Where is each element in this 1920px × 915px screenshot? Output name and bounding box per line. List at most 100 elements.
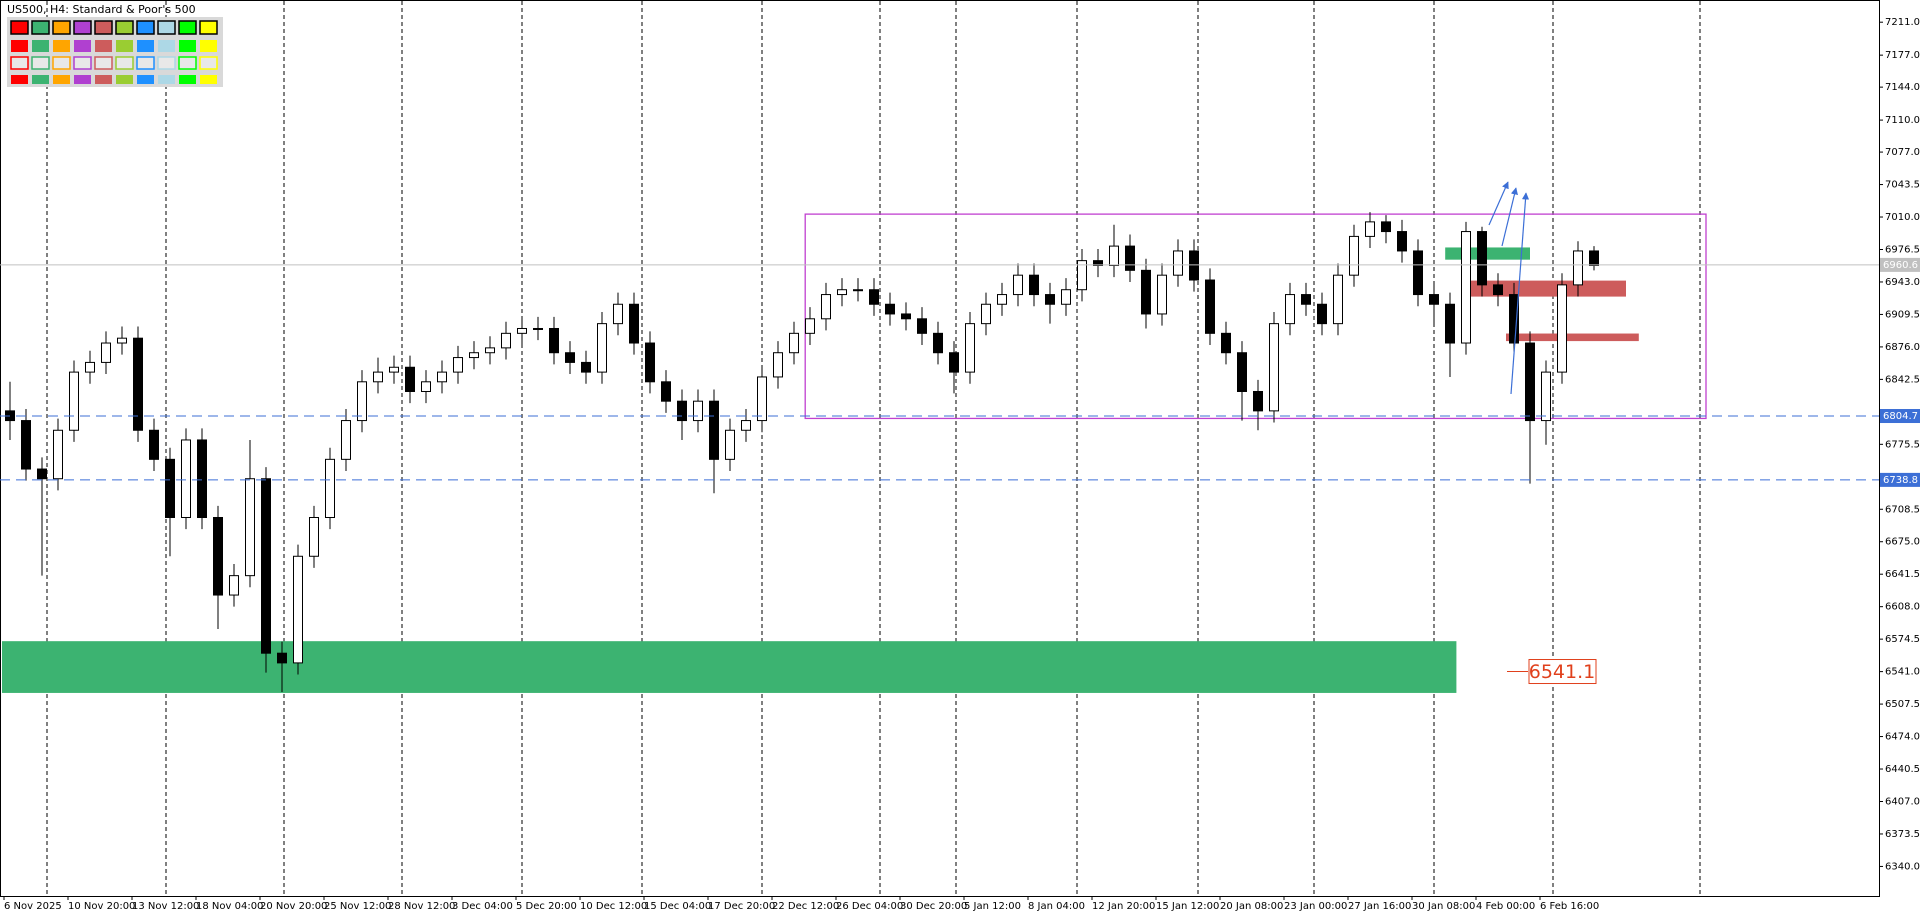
y-tick-label: 6407.0	[1885, 796, 1920, 807]
candle-body	[1557, 284, 1567, 373]
palette-swatch[interactable]	[200, 75, 217, 84]
palette-swatch[interactable]	[32, 40, 49, 52]
x-tick-label: 6 Feb 16:00	[1540, 901, 1599, 912]
y-tick-label: 6373.5	[1885, 829, 1920, 840]
candle-body	[1509, 294, 1519, 344]
candle-body	[293, 555, 303, 664]
candle-body	[469, 352, 479, 359]
palette-swatch[interactable]	[136, 20, 155, 35]
candle-body	[805, 318, 815, 334]
palette-swatch[interactable]	[199, 20, 218, 35]
candle-body	[501, 332, 511, 349]
candle-body	[773, 352, 783, 378]
candle-body	[517, 327, 527, 334]
x-tick-label: 5 Jan 12:00	[964, 901, 1021, 912]
candle-body	[1525, 342, 1535, 422]
palette-swatch[interactable]	[199, 56, 218, 70]
candle-body	[1253, 390, 1263, 412]
palette-swatch[interactable]	[137, 40, 154, 52]
palette-swatch[interactable]	[136, 56, 155, 70]
candle-body	[1013, 274, 1023, 296]
candle-body	[1205, 279, 1215, 334]
price-tag	[1880, 472, 1920, 487]
palette-swatch[interactable]	[95, 40, 112, 52]
candle-body	[533, 327, 543, 330]
x-tick-label: 26 Dec 04:00	[836, 901, 903, 912]
candle-body	[1157, 274, 1167, 315]
palette-swatch[interactable]	[74, 40, 91, 52]
candle-body	[1077, 260, 1087, 291]
palette-swatch[interactable]	[94, 56, 113, 70]
palette-swatch[interactable]	[11, 75, 28, 84]
candle-body	[1461, 231, 1471, 344]
palette-swatch[interactable]	[52, 20, 71, 35]
x-tick-label: 22 Dec 12:00	[772, 901, 839, 912]
chart-title: US500, H4: Standard & Poor's 500	[7, 3, 196, 16]
palette-swatch[interactable]	[74, 75, 91, 84]
palette-swatch[interactable]	[178, 20, 197, 35]
color-palette	[7, 17, 223, 87]
palette-swatch[interactable]	[31, 56, 50, 70]
candle-body	[101, 342, 111, 363]
candle-body	[1173, 250, 1183, 276]
candle-body	[1141, 269, 1151, 315]
palette-swatch[interactable]	[200, 40, 217, 52]
palette-swatch[interactable]	[115, 56, 134, 70]
y-tick-label: 6976.5	[1885, 244, 1920, 255]
candle-body	[917, 318, 927, 334]
palette-swatch[interactable]	[11, 40, 28, 52]
candle-body	[229, 575, 239, 596]
palette-swatch[interactable]	[179, 40, 196, 52]
x-tick-label: 20 Nov 20:00	[260, 901, 327, 912]
candle-body	[981, 303, 991, 325]
palette-swatch[interactable]	[31, 20, 50, 35]
candle-body	[389, 366, 399, 373]
candle-body	[709, 400, 719, 460]
x-tick-label: 30 Jan 08:00	[1412, 901, 1475, 912]
y-tick-label: 6340.0	[1885, 861, 1920, 872]
palette-swatch[interactable]	[115, 20, 134, 35]
palette-swatch[interactable]	[158, 40, 175, 52]
palette-swatch[interactable]	[73, 56, 92, 70]
x-tick-label: 13 Nov 12:00	[132, 901, 199, 912]
palette-swatch[interactable]	[116, 40, 133, 52]
y-tick-label: 7010.0	[1885, 212, 1920, 223]
palette-swatch[interactable]	[178, 56, 197, 70]
palette-swatch[interactable]	[10, 56, 29, 70]
palette-swatch[interactable]	[94, 20, 113, 35]
y-tick-label: 7110.0	[1885, 115, 1920, 126]
palette-swatch[interactable]	[179, 75, 196, 84]
x-tick-label: 8 Jan 04:00	[1028, 901, 1085, 912]
price-label-box	[1528, 659, 1597, 685]
y-tick-label: 6675.0	[1885, 537, 1920, 548]
palette-swatch[interactable]	[52, 56, 71, 70]
y-tick-label: 7043.5	[1885, 180, 1920, 191]
palette-swatch[interactable]	[137, 75, 154, 84]
palette-swatch[interactable]	[95, 75, 112, 84]
palette-swatch[interactable]	[53, 75, 70, 84]
candle-body	[757, 376, 767, 422]
palette-swatch[interactable]	[53, 40, 70, 52]
candle-body	[581, 361, 591, 373]
palette-swatch[interactable]	[10, 20, 29, 35]
palette-swatch[interactable]	[32, 75, 49, 84]
candle-body	[421, 381, 431, 392]
palette-swatch[interactable]	[157, 20, 176, 35]
palette-swatch[interactable]	[73, 20, 92, 35]
candle-body	[133, 337, 143, 431]
candle-body	[741, 420, 751, 431]
y-tick-label: 6440.5	[1885, 764, 1920, 775]
zone	[804, 213, 1707, 420]
palette-swatch[interactable]	[157, 56, 176, 70]
zone	[1445, 247, 1530, 260]
candle-body	[1333, 274, 1343, 325]
candle-body	[1541, 371, 1551, 422]
arrow	[1510, 192, 1530, 395]
palette-swatch[interactable]	[158, 75, 175, 84]
x-tick-label: 23 Jan 00:00	[1284, 901, 1347, 912]
candle-body	[1317, 303, 1327, 325]
palette-swatch[interactable]	[116, 75, 133, 84]
y-tick-label: 6943.0	[1885, 277, 1920, 288]
candle-body	[1477, 231, 1487, 286]
candle-body	[1429, 294, 1439, 305]
